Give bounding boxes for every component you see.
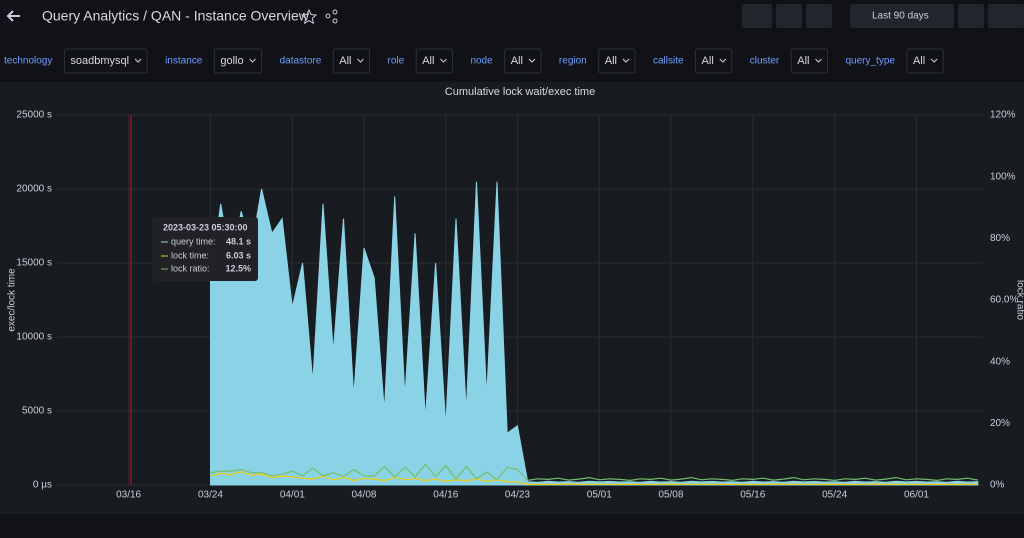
x-tick-label: 03/16 xyxy=(116,490,141,501)
x-tick-label: 04/08 xyxy=(351,490,376,501)
x-tick-label: 05/08 xyxy=(658,490,683,501)
dashboard-title: Query Analytics / QAN - Instance Overvie… xyxy=(42,8,310,24)
dropdown-caret xyxy=(719,58,727,63)
y2-tick-label: 80% xyxy=(990,233,1010,244)
x-tick-label: 04/01 xyxy=(280,490,305,501)
y2-tick-label: 20% xyxy=(990,418,1010,429)
tooltip-label: query time: xyxy=(171,236,216,246)
variable-value: All xyxy=(422,55,434,67)
y-tick-label: 0 µs xyxy=(33,480,52,491)
y-axis-title: exec/lock time xyxy=(7,268,18,332)
tooltip: 2023-03-23 05:30:00 query time: 48.1 s l… xyxy=(152,217,258,281)
save-button[interactable] xyxy=(776,4,802,28)
x-tick-label: 06/01 xyxy=(904,490,929,501)
variable-value: All xyxy=(339,55,351,67)
y-tick-label: 10000 s xyxy=(16,332,52,343)
y-tick-label: 20000 s xyxy=(16,184,52,195)
refresh-button[interactable] xyxy=(988,4,1024,28)
tooltip-value: 48.1 s xyxy=(226,236,251,246)
variable-select[interactable] xyxy=(790,48,828,74)
variable-value: All xyxy=(511,55,523,67)
dropdown-caret xyxy=(134,58,142,63)
variable-value: All xyxy=(797,55,809,67)
zoom-out-button[interactable] xyxy=(958,4,984,28)
tooltip-label: lock ratio: xyxy=(171,263,210,273)
y2-tick-label: 0% xyxy=(990,480,1005,491)
variable-select[interactable] xyxy=(415,48,453,74)
share-button[interactable] xyxy=(325,9,338,24)
x-tick-label: 04/23 xyxy=(505,490,530,501)
variable-label: instance xyxy=(165,56,203,67)
dropdown-caret xyxy=(528,58,536,63)
time-range: Last 90 days xyxy=(872,11,929,22)
variable-value: soadbmysql xyxy=(70,55,129,67)
series-area xyxy=(210,181,979,486)
plot-area: 0 µs 5000 s 10000 s 15000 s 20000 s 25000 s 0%… xyxy=(16,110,1018,501)
variable-label: datastore xyxy=(280,56,322,67)
tooltip-box xyxy=(152,217,258,281)
dropdown-caret xyxy=(440,58,447,63)
tooltip-label: lock time: xyxy=(171,250,209,260)
variables-bar: technology soadbmysql instance gollo datasto… xyxy=(4,48,944,74)
y-tick-label: 15000 s xyxy=(16,258,52,269)
series-line xyxy=(210,471,978,486)
y-tick-label: 5000 s xyxy=(22,406,52,417)
variable-label: callsite xyxy=(653,56,684,67)
y2-axis-title: lock ratio xyxy=(1014,280,1024,320)
variable-value: All xyxy=(605,55,617,67)
y2-tick-label: 40% xyxy=(990,356,1010,367)
variable-value: All xyxy=(702,55,714,67)
dropdown-caret xyxy=(249,58,256,63)
y2-tick-label: 100% xyxy=(990,171,1016,182)
tooltip-time: 2023-03-23 05:30:00 xyxy=(163,222,248,232)
variable-select[interactable] xyxy=(504,48,542,74)
variable-select[interactable] xyxy=(695,48,733,74)
variable-label: node xyxy=(470,56,493,67)
variable-label: role xyxy=(388,56,405,67)
y2-tick-label: 60.0% xyxy=(990,295,1018,306)
dropdown-caret xyxy=(815,58,822,63)
variable-select[interactable] xyxy=(63,48,148,74)
variable-label: cluster xyxy=(750,56,780,67)
x-tick-label: 04/16 xyxy=(433,490,458,501)
variable-value: gollo xyxy=(220,55,243,67)
tooltip-value: 6.03 s xyxy=(226,250,251,260)
variable-value: All xyxy=(913,55,925,67)
x-tick-label: 05/01 xyxy=(587,490,612,501)
variable-label: region xyxy=(559,56,587,67)
y2-tick-label: 120% xyxy=(990,110,1016,121)
variable-select[interactable] xyxy=(332,48,371,74)
back-button[interactable] xyxy=(6,10,20,22)
star-button[interactable] xyxy=(300,8,318,25)
dropdown-caret xyxy=(930,58,938,63)
dropdown-caret xyxy=(357,58,364,63)
time-picker[interactable] xyxy=(850,4,954,28)
y-tick-label: 25000 s xyxy=(16,110,52,121)
variable-select[interactable] xyxy=(906,48,944,74)
variable-select[interactable] xyxy=(598,48,636,74)
dropdown-caret xyxy=(622,58,630,63)
x-tick-label: 03/24 xyxy=(198,490,223,501)
settings-button[interactable] xyxy=(806,4,832,28)
tooltip-value: 12.5% xyxy=(225,263,251,273)
variable-select[interactable] xyxy=(213,48,263,74)
x-tick-label: 05/16 xyxy=(740,490,765,501)
x-tick-label: 05/24 xyxy=(822,490,847,501)
series-line xyxy=(210,463,979,482)
add-panel-button[interactable] xyxy=(742,4,772,28)
panel-title: Cumulative lock wait/exec time xyxy=(445,86,595,98)
variable-label: query_type xyxy=(845,56,895,67)
variable-label: technology xyxy=(4,56,52,67)
